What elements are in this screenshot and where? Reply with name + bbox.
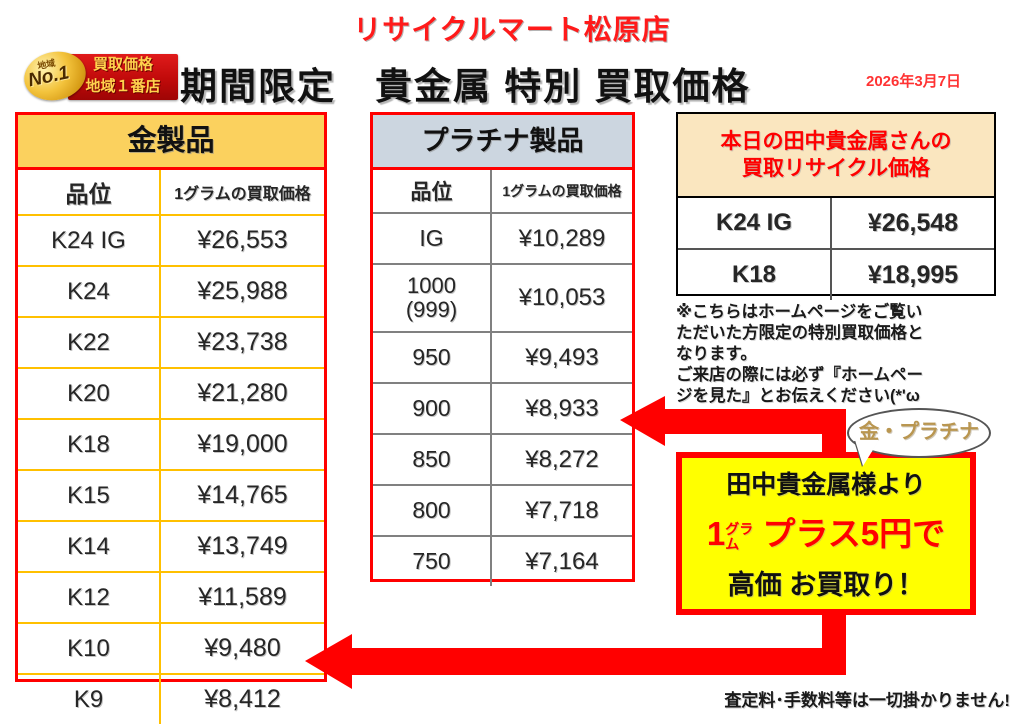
table-row: 750 ¥7,164 [373,535,632,586]
cell-grade: K24 [18,265,161,318]
tanaka-table-body: K24 IG ¥26,548 K18 ¥18,995 [678,198,994,300]
table-row: K15 ¥14,765 [18,469,324,522]
table-row: K18 ¥19,000 [18,418,324,471]
cell-grade: 900 [373,382,492,435]
cell-price: ¥23,738 [159,316,324,369]
cell-grade: 850 [373,433,492,486]
cell-price: ¥21,280 [159,367,324,420]
platinum-col-header-price: 1グラムの買取価格 [490,170,632,214]
table-row: 850 ¥8,272 [373,433,632,486]
platinum-col-header-grade: 品位 [373,170,492,214]
gold-table-title: 金製品 [18,115,324,170]
cell-price: ¥8,933 [490,382,632,435]
promo-box: 田中貴金属様より 1 グラム プラス5円で 高価 お買取り！ [676,452,976,615]
platinum-price-table: 品位 1グラムの買取価格 IG ¥10,289 1000 (999) ¥10,053… [373,170,632,586]
tanaka-price-table: K24 IG ¥26,548 K18 ¥18,995 [678,198,994,300]
cell-grade: K20 [18,367,161,420]
cell-price: ¥25,988 [159,265,324,318]
table-row: K14 ¥13,749 [18,520,324,573]
table-row: 1000 (999) ¥10,053 [373,263,632,333]
table-row: K24 IG ¥26,548 [678,198,994,250]
cell-grade: 950 [373,331,492,384]
footer-note: 査定料･手数料等は一切掛かりません! [724,691,1010,710]
table-header-row: 品位 1グラムの買取価格 [18,170,324,216]
badge-banner: 買取価格 地域１番店 [68,54,178,100]
cell-grade: K18 [678,248,832,300]
cell-price: ¥26,553 [159,214,324,267]
no1-badge: 買取価格 地域１番店 地域 No.1 [19,46,178,106]
cell-price: ¥18,995 [830,248,994,300]
cell-grade: IG [373,212,492,265]
arrow-to-gold [305,634,846,689]
promo-line-1: 田中貴金属様より [726,471,926,499]
promo-gram-ruby: グラム [725,522,753,552]
table-row: K24 IG ¥26,553 [18,214,324,267]
cell-price: ¥14,765 [159,469,324,522]
gold-price-table: 品位 1グラムの買取価格 K24 IG ¥26,553 K24 ¥25,988 K2… [18,170,324,724]
cell-grade: 800 [373,484,492,537]
gold-col-header-grade: 品位 [18,170,161,216]
cell-price: ¥11,589 [159,571,324,624]
table-row: K18 ¥18,995 [678,248,994,300]
badge-banner-line2: 地域１番店 [85,78,161,95]
speech-bubble-tail [855,440,879,466]
cell-price: ¥19,000 [159,418,324,471]
table-row: K20 ¥21,280 [18,367,324,420]
promo-rest: プラス5円で [762,515,946,552]
tanaka-reference-card: 本日の田中貴金属さんの 買取リサイクル価格 K24 IG ¥26,548 K18 ¥… [676,112,996,300]
cell-price: ¥26,548 [830,198,994,250]
cell-grade: 750 [373,535,492,586]
gold-table-body: 品位 1グラムの買取価格 K24 IG ¥26,553 K24 ¥25,988 K2… [18,170,324,724]
platinum-table-body: 品位 1グラムの買取価格 IG ¥10,289 1000 (999) ¥10,053… [373,170,632,586]
promo-line-3: 高価 お買取り！ [727,570,925,600]
page-title: 期間限定 貴金属 特別 買取価格 [180,66,751,107]
table-header-row: 品位 1グラムの買取価格 [373,170,632,214]
badge-banner-line1: 買取価格 [92,56,153,73]
cell-grade: K24 IG [18,214,161,267]
shop-title: リサイクルマート松原店 [353,14,671,45]
cell-grade: K24 IG [678,198,832,250]
badge-circle-no1-label: No.1 [26,62,71,92]
promo-number: 1 [706,515,726,552]
cell-price: ¥7,718 [490,484,632,537]
cell-price: ¥10,053 [490,263,632,333]
platinum-table-title: プラチナ製品 [373,115,632,170]
date-label: 2026年3月7日 [866,73,962,90]
table-row: 800 ¥7,718 [373,484,632,537]
platinum-price-card: プラチナ製品 品位 1グラムの買取価格 IG ¥10,289 1000 (999)… [370,112,635,586]
cell-price: ¥10,289 [490,212,632,265]
promo-gram-bottom: ム [725,536,740,553]
table-row: IG ¥10,289 [373,212,632,265]
cell-price: ¥7,164 [490,535,632,586]
cell-price: ¥9,480 [159,622,324,675]
promo-line-2: 1 グラム プラス5円で [682,507,970,555]
gold-price-card: 金製品 品位 1グラムの買取価格 K24 IG ¥26,553 K24 ¥25,98… [15,112,327,724]
cell-grade: K9 [18,673,161,724]
cell-grade: K22 [18,316,161,369]
cell-grade: K10 [18,622,161,675]
table-row: K24 ¥25,988 [18,265,324,318]
cell-grade: K15 [18,469,161,522]
cell-grade: 1000 (999) [373,263,492,333]
tanaka-table-title: 本日の田中貴金属さんの 買取リサイクル価格 [678,114,994,198]
table-row: 950 ¥9,493 [373,331,632,384]
table-row: K10 ¥9,480 [18,622,324,675]
gold-col-header-price: 1グラムの買取価格 [159,170,324,216]
cell-grade: K14 [18,520,161,573]
table-row: K12 ¥11,589 [18,571,324,624]
cell-grade: K18 [18,418,161,471]
table-row: K22 ¥23,738 [18,316,324,369]
cell-grade: K12 [18,571,161,624]
table-row: 900 ¥8,933 [373,382,632,435]
cell-price: ¥13,749 [159,520,324,573]
cell-price: ¥8,272 [490,433,632,486]
table-row: K9 ¥8,412 [18,673,324,724]
disclaimer-note: ※こちらはホームページをご覧い ただいた方限定の特別買取価格と なります。 ご来… [676,303,924,426]
cell-price: ¥8,412 [159,673,324,724]
cell-price: ¥9,493 [490,331,632,384]
promo-gram-top: グラ [725,521,754,538]
